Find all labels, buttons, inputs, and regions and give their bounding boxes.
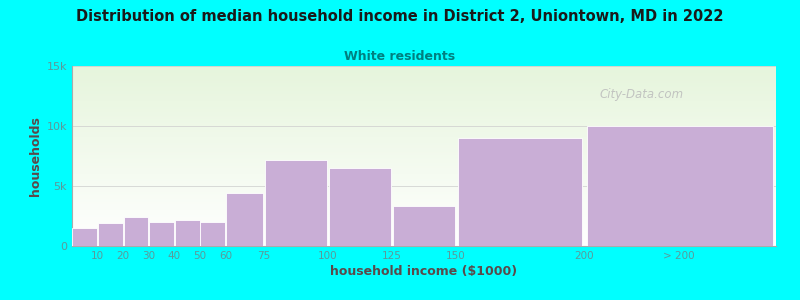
Bar [98, 223, 123, 246]
Bar [149, 222, 174, 246]
Y-axis label: households: households [30, 116, 42, 196]
Text: White residents: White residents [345, 50, 455, 62]
Bar [200, 222, 226, 246]
Bar [72, 228, 98, 246]
Bar [458, 138, 582, 246]
Text: Distribution of median household income in District 2, Uniontown, MD in 2022: Distribution of median household income … [76, 9, 724, 24]
Bar [329, 168, 391, 246]
Bar [174, 220, 200, 246]
Bar [226, 193, 263, 246]
Bar [265, 160, 327, 246]
Text: City-Data.com: City-Data.com [600, 88, 684, 100]
X-axis label: household income ($1000): household income ($1000) [330, 265, 518, 278]
Bar [123, 217, 149, 246]
Bar [587, 126, 773, 246]
Bar [393, 206, 455, 246]
